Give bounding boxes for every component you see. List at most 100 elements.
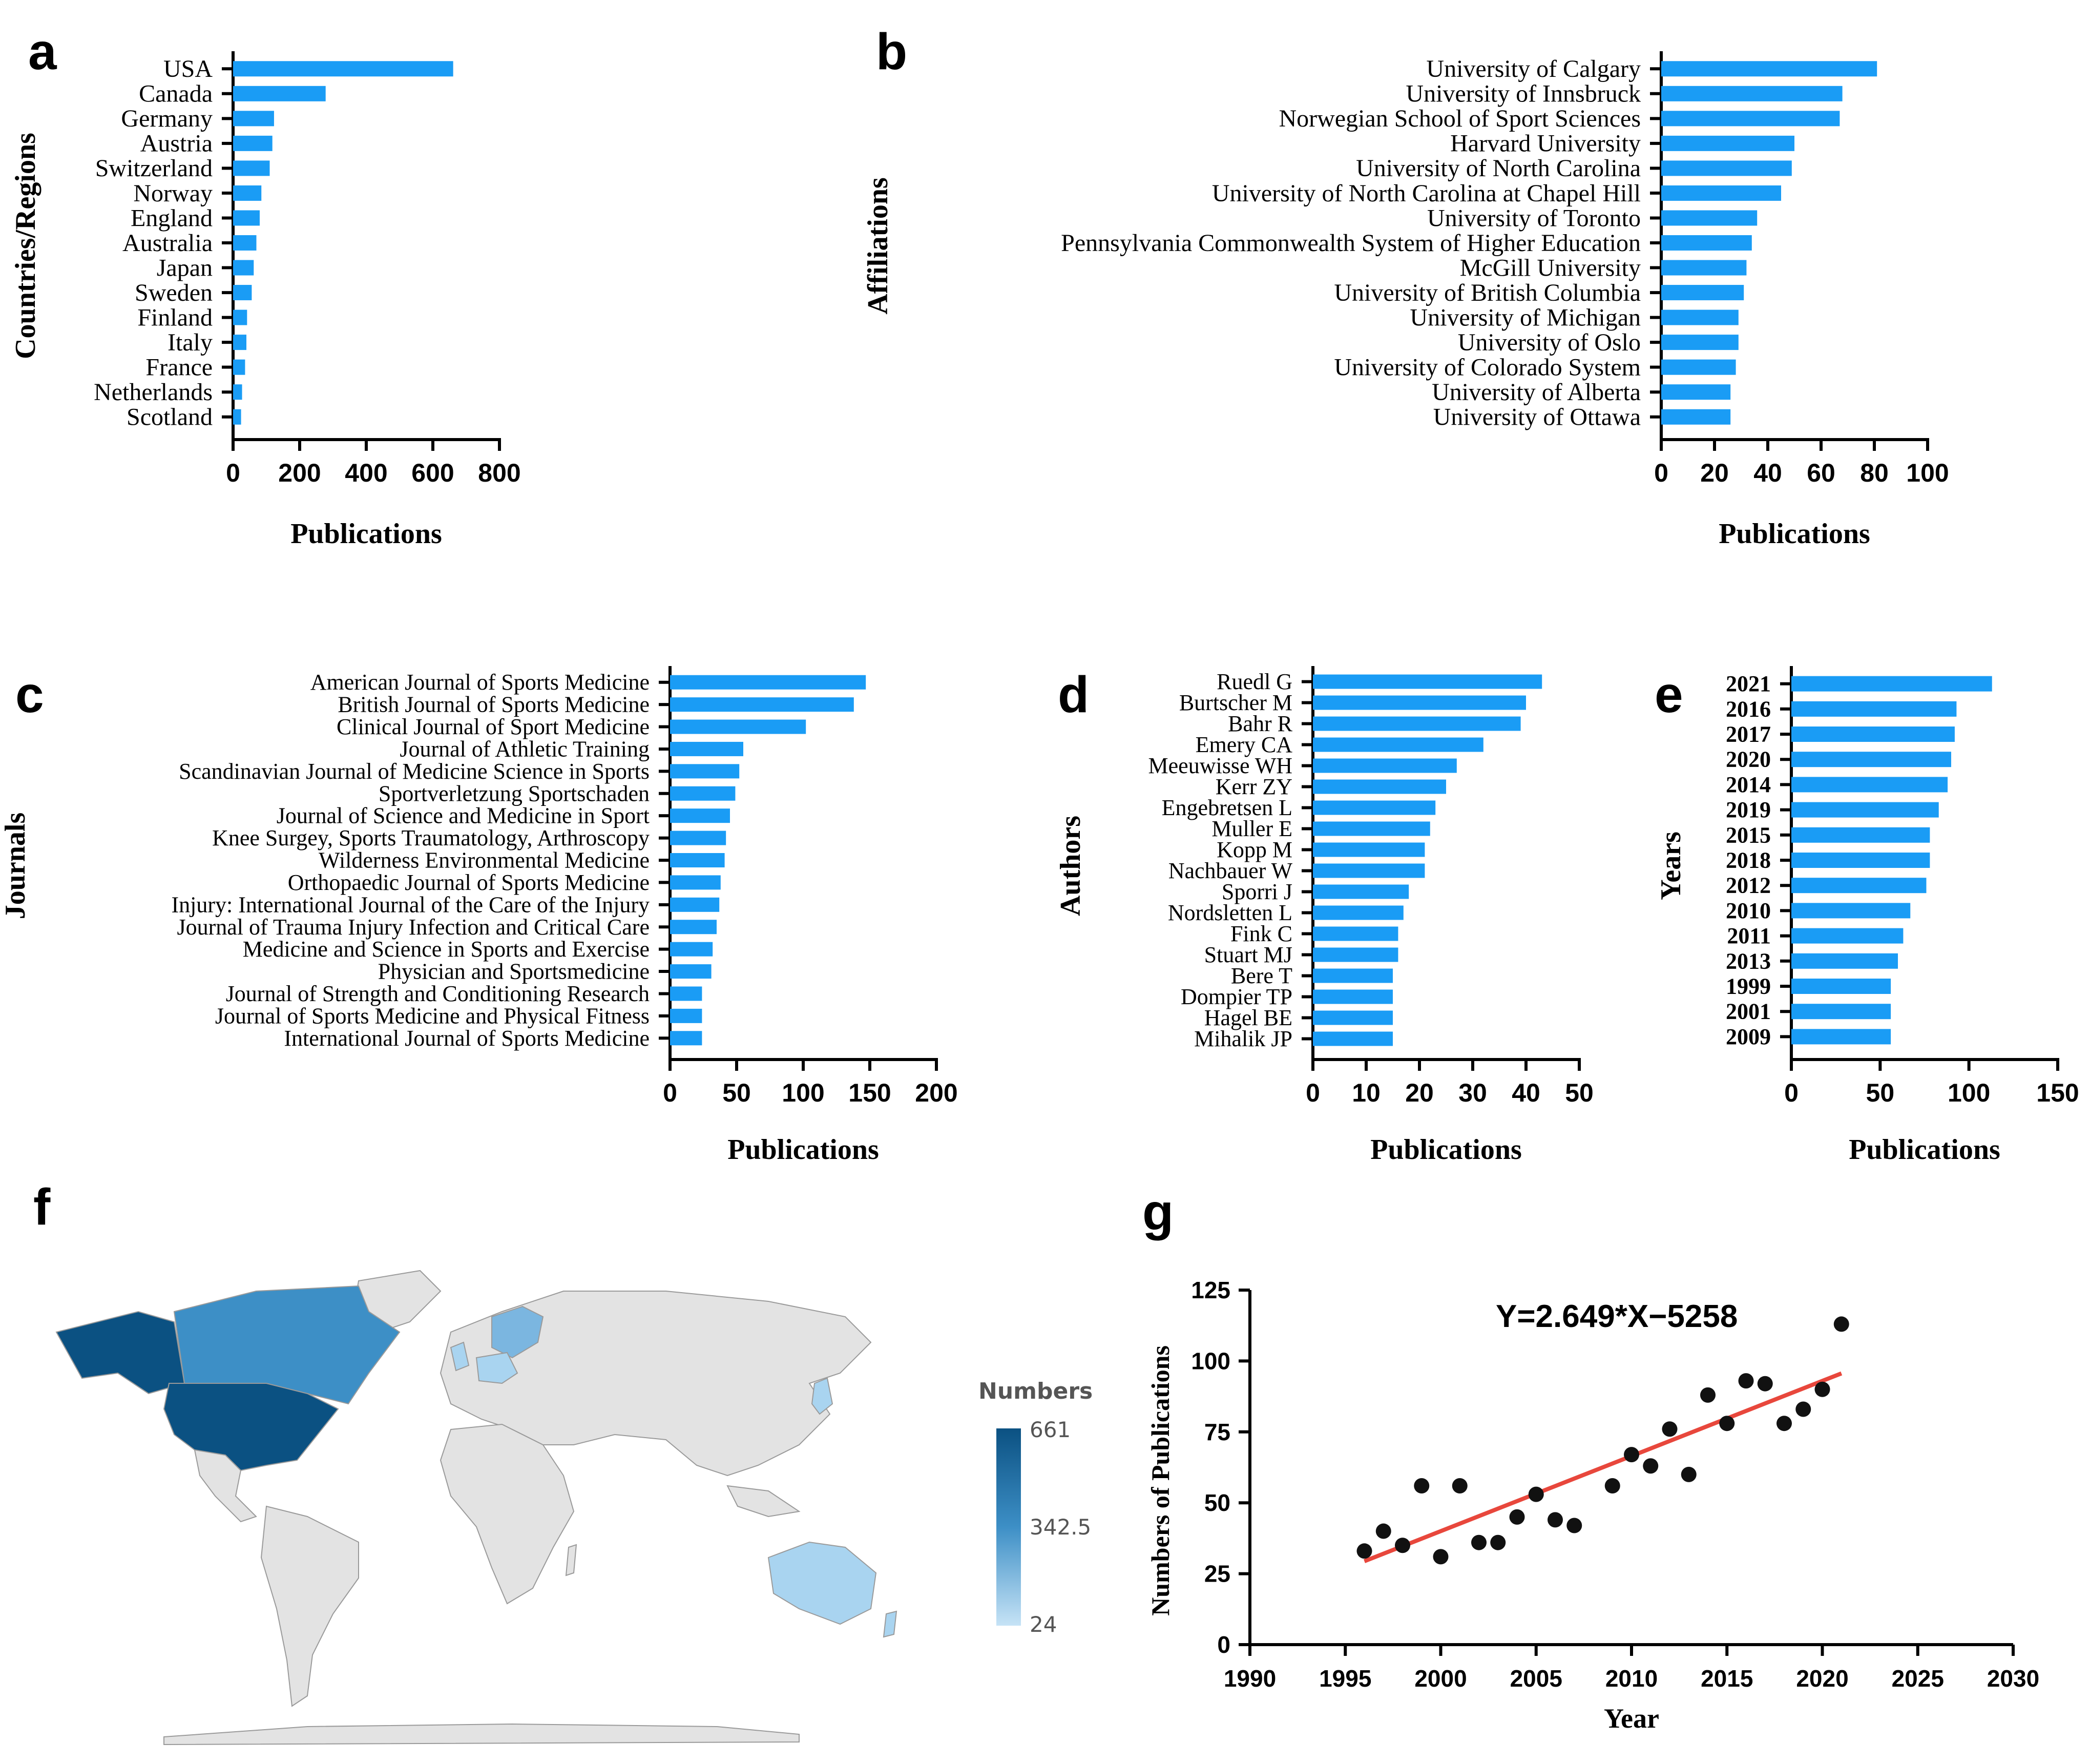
panel-b-bar <box>1661 335 1739 350</box>
panel-e-category-label: 2014 <box>1726 772 1771 797</box>
panel-c-category-label: Scandinavian Journal of Medicine Science… <box>179 759 650 784</box>
panel-a-category-label: Netherlands <box>94 379 213 406</box>
panel-e-bar <box>1791 1004 1891 1020</box>
panel-b-bar <box>1661 135 1794 151</box>
panel-a-bar <box>233 210 260 226</box>
panel-d-category-label: Meeuwisse WH <box>1148 753 1292 778</box>
scatter-ticks: 1990 1995 2000 2005 2010 2015 2020 2025 2030 0 25 5… <box>1191 1277 2039 1692</box>
scatter-y-tick-label: 25 <box>1204 1561 1230 1587</box>
panel-d-category-label: Fink C <box>1230 921 1292 946</box>
bar-panel-a: USACanadaGermanyAustriaSwitzerlandNorway… <box>10 51 521 550</box>
panel-a-x-tick-label: 600 <box>411 459 454 487</box>
panel-d-category-label: Bahr R <box>1228 711 1293 736</box>
panel-b-category-label: University of Oslo <box>1458 329 1641 356</box>
panel-d-x-tick-label: 50 <box>1565 1078 1594 1107</box>
scatter-trendline <box>1364 1371 1843 1563</box>
scatter-x-tick-label: 1990 <box>1224 1665 1276 1692</box>
panel-d-category-label: Kopp M <box>1217 837 1292 862</box>
panel-d-category-label: Emery CA <box>1196 732 1293 757</box>
panel-b-bar <box>1661 210 1758 226</box>
panel-c-bar <box>670 986 702 1001</box>
panel-d-bar <box>1313 926 1398 941</box>
scatter-x-tick-label: 1995 <box>1319 1665 1371 1692</box>
map-legend-gradient <box>996 1428 1021 1626</box>
scatter-point <box>1395 1538 1410 1553</box>
panel-c-x-tick-label: 50 <box>722 1078 751 1107</box>
panel-c-x-title: Publications <box>727 1134 879 1166</box>
panel-d-x-title: Publications <box>1370 1134 1522 1166</box>
panel-e-bar <box>1791 752 1951 767</box>
panel-b-category-label: Pennsylvania Commonwealth System of High… <box>1061 230 1641 257</box>
panel-a-category-label: Switzerland <box>95 155 213 182</box>
panel-a-x-tick-label: 200 <box>278 459 321 487</box>
map-uk <box>450 1341 470 1372</box>
panel-a-bar <box>233 160 270 176</box>
panel-c-y-title: Journals <box>0 813 31 920</box>
panel-c-x-tick-label: 0 <box>663 1078 677 1107</box>
scatter-point <box>1452 1478 1468 1493</box>
panel-c-category-label: Journal of Strength and Conditioning Res… <box>226 981 650 1006</box>
panel-c-bar <box>670 675 866 690</box>
panel-a-x-tick-label: 800 <box>478 459 520 487</box>
map-alaska <box>55 1311 185 1395</box>
panel-c-bar <box>670 875 721 890</box>
panel-e-category-label: 2018 <box>1726 848 1771 873</box>
panel-label-c: c <box>15 666 44 723</box>
scatter-point <box>1814 1381 1830 1397</box>
panel-b-category-label: University of Colorado System <box>1334 354 1641 381</box>
map-south-america <box>260 1505 359 1707</box>
panel-d-bar <box>1313 821 1430 836</box>
panel-c-category-label: International Journal of Sports Medicine <box>284 1026 650 1051</box>
panel-e-category-label: 2020 <box>1726 747 1771 772</box>
panel-label-e: e <box>1655 666 1683 723</box>
panel-e-x-tick-label: 0 <box>1784 1078 1799 1107</box>
panel-a-category-label: Japan <box>157 254 213 281</box>
panel-e-bar <box>1791 903 1911 919</box>
panel-b-bar <box>1661 86 1843 101</box>
panel-e-bar <box>1791 727 1955 742</box>
map-scandinavia <box>491 1305 544 1359</box>
scatter-point <box>1643 1458 1659 1474</box>
panel-b-bar <box>1661 409 1731 425</box>
panel-c-bar <box>670 942 713 957</box>
panel-c-x-tick-label: 200 <box>915 1078 957 1107</box>
panel-a-category-label: Italy <box>168 329 213 356</box>
panel-c-x-tick-label: 100 <box>782 1078 824 1107</box>
scatter-point <box>1833 1316 1849 1332</box>
panel-c-bar <box>670 964 712 979</box>
panel-b-category-label: University of Alberta <box>1432 379 1641 406</box>
panel-a-bar <box>233 384 242 400</box>
panel-d-y-title: Authors <box>1055 816 1086 916</box>
panel-c-bar <box>670 1008 702 1023</box>
panel-a-category-label: USA <box>163 55 213 82</box>
panel-d-bar <box>1313 968 1393 983</box>
panel-d-category-label: Muller E <box>1211 816 1292 841</box>
panel-c-bar <box>670 920 717 935</box>
panel-a-bar <box>233 359 245 375</box>
panel-c-category-label: Wilderness Environmental Medicine <box>319 848 650 873</box>
panel-a-category-label: France <box>145 354 213 381</box>
panel-e-y-title: Years <box>1655 832 1687 900</box>
panel-c-category-label: Sportverletzung Sportschaden <box>379 781 650 806</box>
panel-a-bar <box>233 335 246 350</box>
panel-b-bar <box>1661 235 1752 251</box>
panel-c-category-label: Journal of Trauma Injury Infection and C… <box>177 915 650 940</box>
panel-a-bar <box>233 285 252 301</box>
panel-e-category-label: 2001 <box>1726 999 1771 1024</box>
scatter-point <box>1624 1447 1639 1463</box>
panel-d-bar <box>1313 1031 1393 1046</box>
panel-d-bar <box>1313 716 1521 731</box>
panel-d-bar <box>1313 737 1483 752</box>
panel-e-bar <box>1791 979 1891 994</box>
panel-c-bar <box>670 853 725 867</box>
panel-e-x-tick-label: 100 <box>1948 1078 1990 1107</box>
scatter-y-tick-label: 125 <box>1191 1277 1230 1303</box>
scatter-y-tick-label: 100 <box>1191 1347 1230 1374</box>
panel-b-category-label: University of North Carolina <box>1356 155 1641 182</box>
panel-c-x-tick-label: 150 <box>848 1078 891 1107</box>
panel-a-bar <box>233 309 247 325</box>
panel-label-a: a <box>28 23 57 80</box>
scatter-point <box>1433 1549 1449 1565</box>
panel-a-bar <box>233 135 273 151</box>
panel-e-category-label: 2011 <box>1727 923 1771 948</box>
